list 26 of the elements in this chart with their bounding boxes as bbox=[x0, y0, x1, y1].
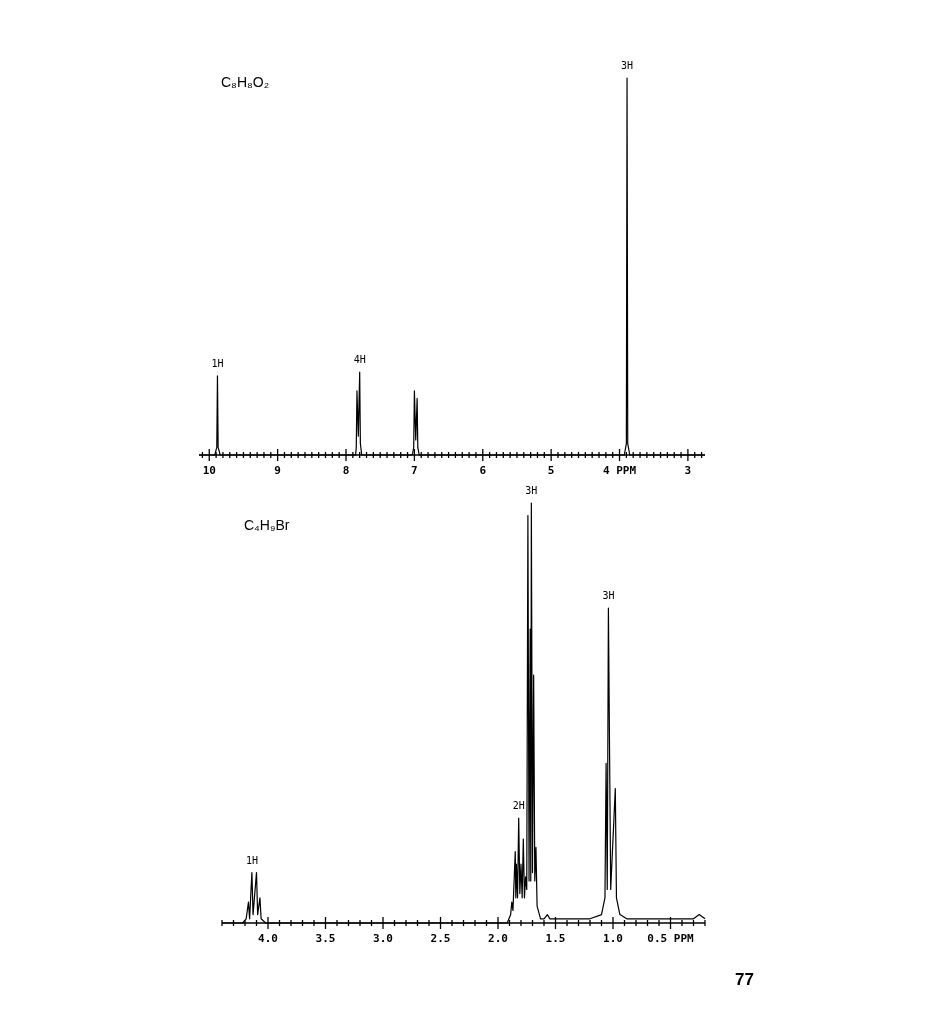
x-tick-label: 4 PPM bbox=[602, 464, 637, 477]
annotation: 4H bbox=[353, 354, 366, 366]
x-tick-label: 5 bbox=[547, 464, 555, 477]
x-tick-label: 2.5 bbox=[430, 932, 451, 945]
x-tick-label: 2.0 bbox=[488, 932, 508, 945]
x-tick-label: 4.0 bbox=[258, 932, 278, 945]
x-tick-label: 8 bbox=[342, 464, 350, 477]
text: C₄H₉Br bbox=[244, 517, 290, 533]
x-tick-label: 3.0 bbox=[373, 932, 393, 945]
x-tick-label: 0.5 PPM bbox=[647, 932, 695, 945]
x-tick-label: 1.5 bbox=[545, 932, 566, 945]
annotation: 2H bbox=[512, 800, 525, 811]
x-tick-label: 10 bbox=[202, 464, 216, 477]
x-tick-label: 6 bbox=[479, 464, 487, 477]
x-tick-label: 7 bbox=[411, 464, 418, 477]
text: 77 bbox=[735, 970, 754, 989]
annotation: 1H bbox=[211, 357, 224, 369]
annotation: 3H bbox=[621, 60, 634, 71]
x-tick-label: 1.0 bbox=[603, 932, 623, 945]
annotation: 1H bbox=[245, 854, 258, 866]
x-tick-label: 3 bbox=[684, 464, 692, 477]
x-tick-label: 9 bbox=[274, 464, 281, 477]
annotation: 3H bbox=[602, 590, 615, 601]
annotation: 3H bbox=[525, 485, 538, 496]
x-tick-label: 3.5 bbox=[315, 932, 336, 945]
chart-title: C₈H₈O₂ bbox=[221, 74, 270, 90]
